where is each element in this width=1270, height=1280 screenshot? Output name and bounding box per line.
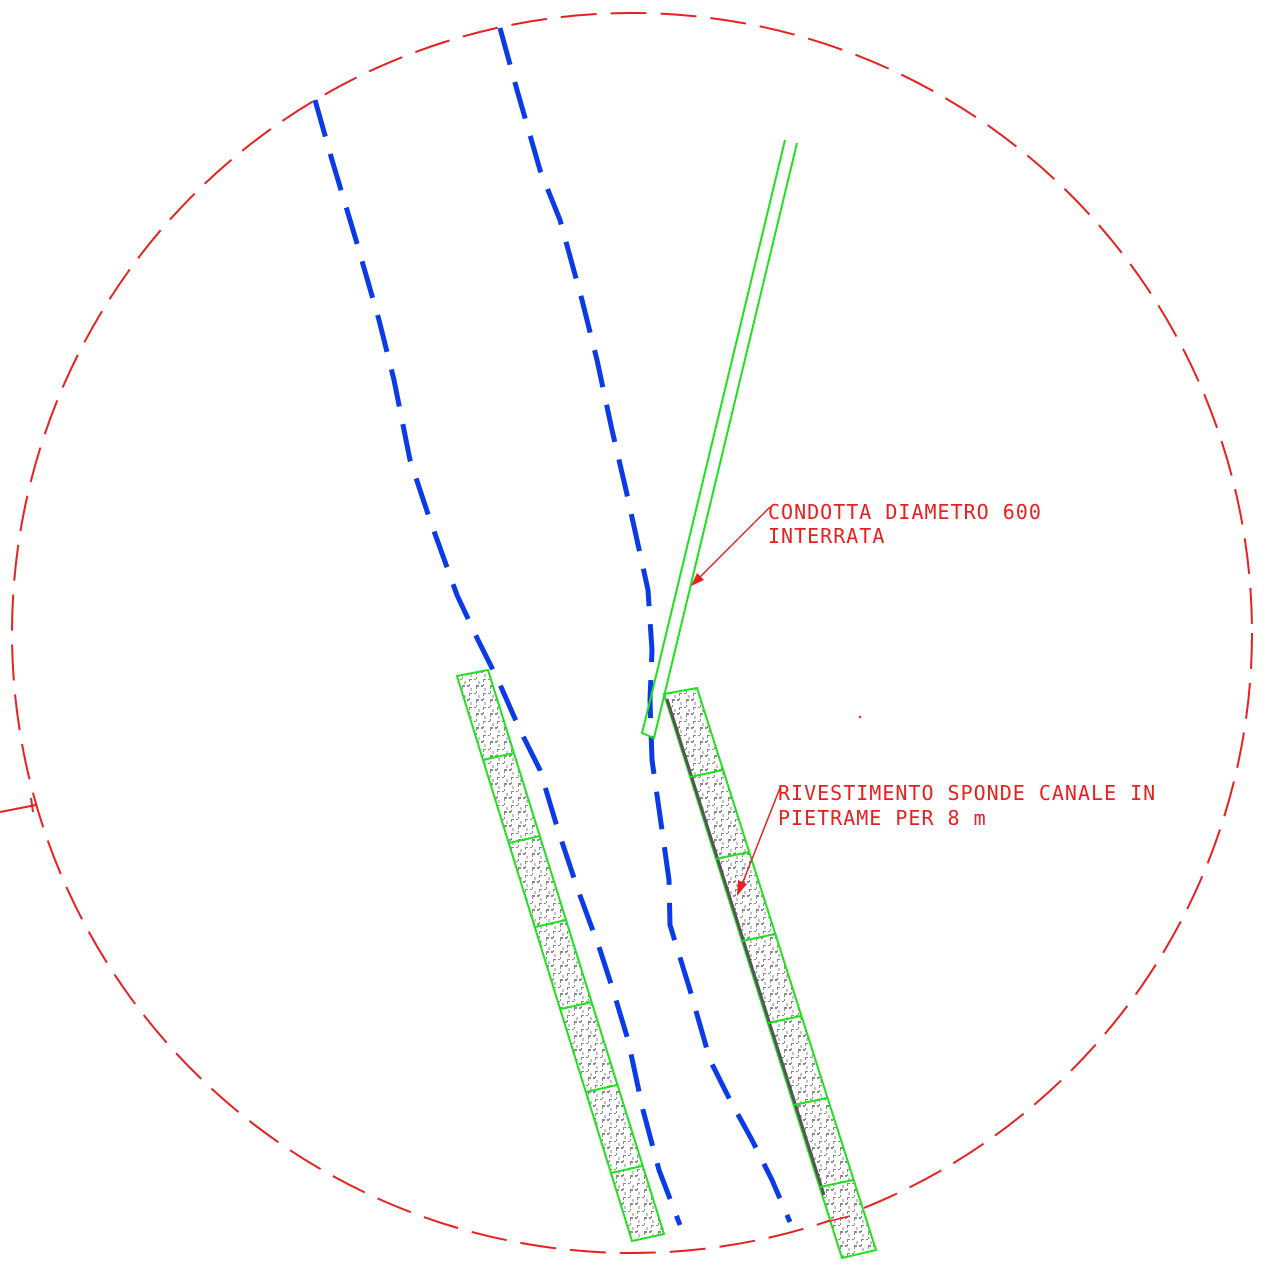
pipe-label-line2: INTERRATA [768, 524, 885, 548]
left-bank-stone-revetment [455, 668, 666, 1243]
pipe-label-line1: CONDOTTA DIAMETRO 600 [768, 500, 1042, 524]
boundary-tick-mark-cross [30, 797, 34, 813]
revetment-label-line1: RIVESTIMENTO SPONDE CANALE IN [778, 781, 1156, 805]
boundary-tick-mark [0, 804, 37, 813]
pipe-label-leader [691, 506, 771, 586]
canal-right-bank-line [497, 27, 793, 1223]
buried-pipe-outline [640, 139, 798, 740]
revetment-label-line2: PIETRAME PER 8 m [778, 806, 987, 830]
reference-point [858, 715, 862, 719]
right-bank-stone-revetment [662, 686, 878, 1260]
revetment-label-leader [737, 787, 781, 896]
detail-boundary-circle [11, 12, 1253, 1254]
canal-left-bank-line [312, 99, 683, 1226]
